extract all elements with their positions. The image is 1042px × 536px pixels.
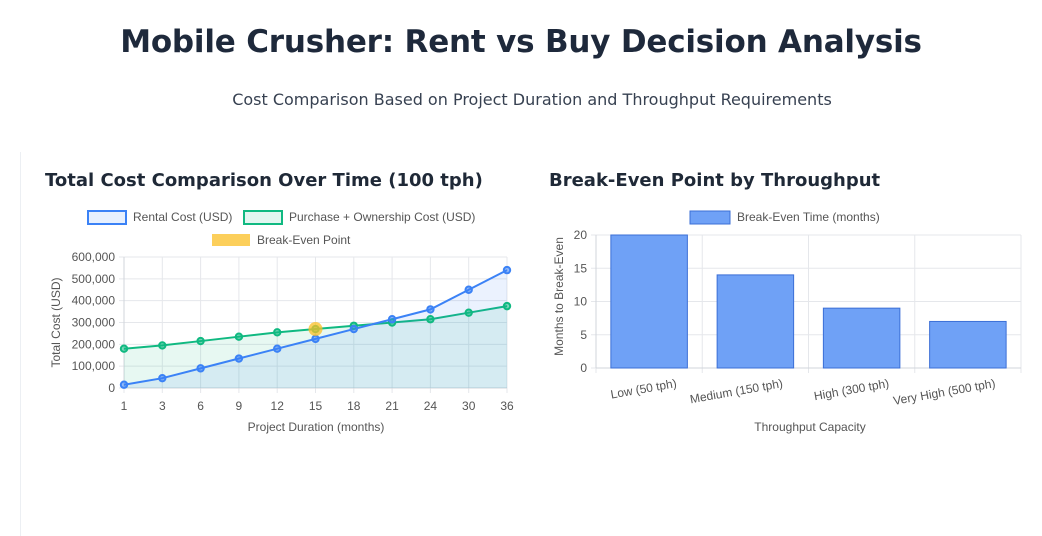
rental-point xyxy=(387,315,397,324)
rental-point xyxy=(273,344,282,353)
legend-label-break-even-time: Break-Even Time (months) xyxy=(737,210,880,224)
legend-swatch-break-even-time xyxy=(689,210,731,225)
rental-point xyxy=(158,373,167,383)
y-tick-label: 200,000 xyxy=(72,337,116,351)
legend-label-rental: Rental Cost (USD) xyxy=(133,210,232,224)
x-tick-label: 12 xyxy=(271,399,285,413)
y-tick-label: 20 xyxy=(574,228,588,242)
y-tick-label: 5 xyxy=(580,328,587,342)
rental-point xyxy=(464,285,473,294)
bar-chart-title: Break-Even Point by Throughput xyxy=(549,170,881,191)
purchase-point xyxy=(234,332,244,341)
y-axis-title: Months to Break-Even xyxy=(552,237,566,356)
rental-point xyxy=(349,324,358,334)
page-title: Mobile Crusher: Rent vs Buy Decision Ana… xyxy=(120,24,922,60)
bar xyxy=(929,320,1007,369)
y-tick-label: 400,000 xyxy=(72,294,116,308)
x-tick-label: 9 xyxy=(236,399,243,413)
purchase-point xyxy=(119,344,129,353)
rental-point xyxy=(426,305,435,314)
rental-point xyxy=(119,380,129,389)
x-tick-label: 30 xyxy=(462,399,476,413)
legend-label-break-even: Break-Even Point xyxy=(257,233,351,247)
x-tick-label: Medium (150 tph) xyxy=(689,376,784,406)
y-tick-label: 500,000 xyxy=(72,272,116,286)
x-tick-label: 3 xyxy=(159,399,166,413)
x-axis-title: Project Duration (months) xyxy=(248,420,385,434)
bar xyxy=(610,234,688,369)
x-tick-label: Low (50 tph) xyxy=(610,376,678,401)
x-tick-label: Very High (500 tph) xyxy=(892,376,996,408)
y-tick-label: 100,000 xyxy=(72,359,116,373)
x-tick-label: 36 xyxy=(500,399,514,413)
x-tick-label: 15 xyxy=(309,399,323,413)
purchase-point xyxy=(426,315,435,324)
purchase-point xyxy=(158,341,167,350)
y-tick-label: 0 xyxy=(108,381,115,395)
x-tick-label: 21 xyxy=(385,399,399,413)
legend-swatch-break-even xyxy=(212,234,250,246)
bar xyxy=(716,274,795,369)
purchase-point xyxy=(196,336,205,346)
y-tick-label: 15 xyxy=(574,261,588,275)
panel-divider xyxy=(20,152,21,536)
purchase-point xyxy=(502,301,512,311)
purchase-point xyxy=(273,328,282,337)
bar xyxy=(822,307,901,369)
y-axis-title: Total Cost (USD) xyxy=(49,277,63,367)
rental-point xyxy=(502,265,512,275)
break-even-point xyxy=(308,322,323,337)
rental-area-fill xyxy=(124,270,507,388)
x-axis-title: Throughput Capacity xyxy=(754,420,865,434)
y-tick-label: 0 xyxy=(580,361,587,375)
y-tick-label: 10 xyxy=(574,295,588,309)
rental-point xyxy=(234,354,244,363)
x-tick-label: 24 xyxy=(424,399,438,413)
x-tick-label: High (300 tph) xyxy=(813,376,890,403)
purchase-area-fill xyxy=(124,306,507,388)
page-subtitle: Cost Comparison Based on Project Duratio… xyxy=(232,90,832,109)
legend-label-purchase: Purchase + Ownership Cost (USD) xyxy=(289,210,475,224)
y-tick-label: 600,000 xyxy=(72,250,116,264)
x-tick-label: 18 xyxy=(347,399,361,413)
y-tick-label: 300,000 xyxy=(72,316,116,330)
legend-swatch-rental xyxy=(87,210,127,225)
x-tick-label: 1 xyxy=(121,399,128,413)
legend-swatch-purchase xyxy=(243,210,283,225)
rental-point xyxy=(196,364,205,373)
x-tick-label: 6 xyxy=(197,399,204,413)
purchase-point xyxy=(464,308,473,317)
line-chart-title: Total Cost Comparison Over Time (100 tph… xyxy=(45,170,483,191)
